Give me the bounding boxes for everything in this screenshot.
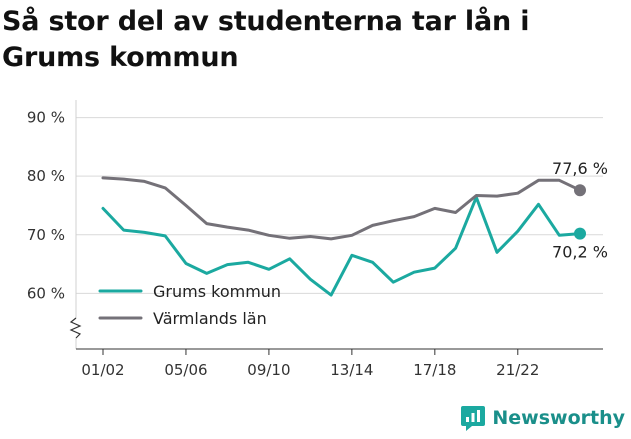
axis-layer: 60 % 70 % 80 % 90 % 01/02 05/06 09/10 13/14 17/1… bbox=[27, 100, 603, 379]
x-tick-label: 09/10 bbox=[247, 361, 290, 379]
legend-label: Värmlands län bbox=[153, 309, 267, 328]
x-tick-label: 17/18 bbox=[413, 361, 456, 379]
series-end-marker bbox=[574, 227, 586, 240]
series-end-marker bbox=[574, 184, 586, 197]
axis-break-icon bbox=[69, 317, 82, 339]
end-labels: 70,2 % 77,6 % bbox=[552, 159, 608, 261]
y-tick-label: 60 % bbox=[27, 284, 65, 302]
x-tick-label: 05/06 bbox=[164, 361, 207, 379]
y-tick-label: 90 % bbox=[27, 109, 65, 127]
newsworthy-logo-icon bbox=[461, 406, 486, 431]
brand-name: Newsworthy bbox=[492, 407, 625, 429]
x-tick-label: 21/22 bbox=[496, 361, 539, 379]
x-tick-label: 13/14 bbox=[330, 361, 373, 379]
series-line bbox=[101, 195, 582, 297]
grid-layer bbox=[76, 117, 603, 294]
newsworthy-brand[interactable]: Newsworthy bbox=[460, 403, 625, 433]
series-line bbox=[101, 176, 582, 241]
y-tick-label: 70 % bbox=[27, 226, 65, 244]
series-end-label: 77,6 % bbox=[552, 159, 608, 178]
y-tick-label: 80 % bbox=[27, 167, 65, 185]
series-end-label: 70,2 % bbox=[552, 243, 608, 262]
x-tick-label: 01/02 bbox=[81, 361, 124, 379]
legend: Grums kommun Värmlands län bbox=[98, 282, 281, 328]
series-layer bbox=[101, 176, 586, 297]
chart-title: Så stor del av studenterna tar lån i Gru… bbox=[2, 6, 530, 73]
legend-label: Grums kommun bbox=[153, 282, 281, 301]
